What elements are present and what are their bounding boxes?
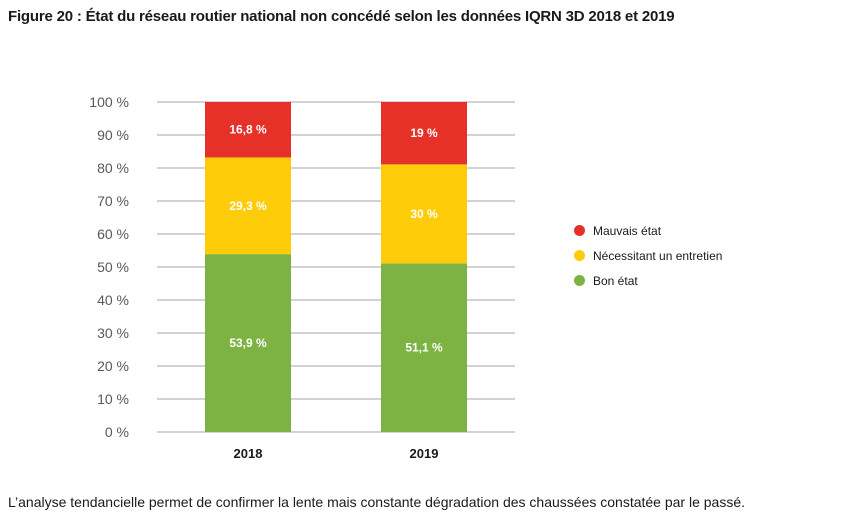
y-tick-label: 10 % [97,391,129,407]
x-axis-tick-labels: 2018 2019 [234,446,439,461]
legend-item: Mauvais état [574,218,722,243]
legend-item: Nécessitant un entretien [574,243,722,268]
y-tick-label: 30 % [97,325,129,341]
legend-item: Bon état [574,268,722,293]
bar-data-label: 51,1 % [405,341,443,355]
bar-segment [381,164,467,264]
bar-data-label: 19 % [410,126,438,140]
y-tick-label: 80 % [97,160,129,176]
y-tick-label: 40 % [97,292,129,308]
bar-segment [205,254,291,432]
figure-title: Figure 20 : État du réseau routier natio… [8,8,675,25]
y-tick-label: 20 % [97,358,129,374]
legend-marker [574,250,585,261]
y-axis-tick-labels: 0 % 10 % 20 % 30 % 40 % 50 % 60 % 70 % 80 % 90 % 1… [89,94,129,440]
x-tick-label: 2018 [234,446,263,461]
y-tick-label: 50 % [97,259,129,275]
legend: Mauvais état Nécessitant un entretien Bon … [574,218,722,293]
legend-label: Mauvais état [593,223,662,238]
bars: 53,9 % 29,3 % 16,8 % 51,1 % 30 % 19 % [205,102,467,432]
y-tick-label: 90 % [97,127,129,143]
legend-label: Nécessitant un entretien [593,248,723,263]
caption: L’analyse tendancielle permet de confirm… [8,494,746,510]
y-tick-label: 60 % [97,226,129,242]
y-tick-label: 70 % [97,193,129,209]
bar-segment [381,102,467,165]
legend-marker [574,225,585,236]
y-tick-label: 0 % [105,424,129,440]
bar-data-label: 16,8 % [229,123,267,137]
bar-segment [205,157,291,255]
bar-data-label: 53,9 % [229,336,267,350]
bar-segment [381,263,467,432]
bar-data-label: 29,3 % [229,199,267,213]
y-tick-label: 100 % [89,94,129,110]
bar-segment [205,102,291,158]
x-tick-label: 2019 [410,446,439,461]
legend-marker [574,275,585,286]
bar-data-label: 30 % [410,207,438,221]
legend-label: Bon état [593,273,638,288]
